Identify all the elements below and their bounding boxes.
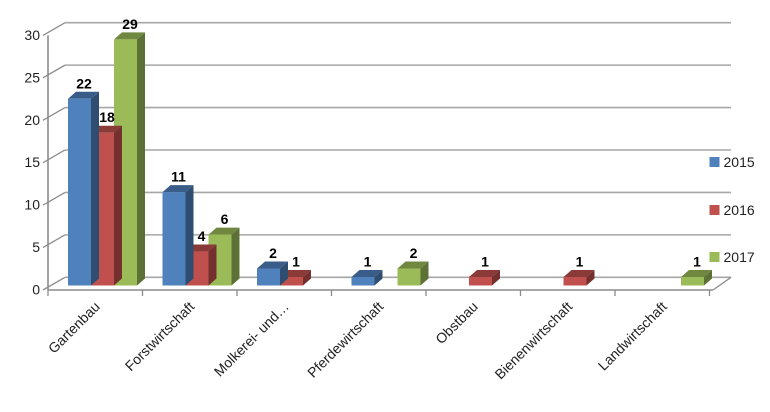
y-tick-label: 15 — [24, 154, 40, 170]
legend-swatch-2015 — [709, 157, 720, 167]
category-label: Obstbau — [432, 298, 481, 347]
bar-top-2017 — [208, 227, 240, 235]
bar-top-2015 — [351, 270, 383, 278]
bar-2017-Pferdewirtschaft — [397, 268, 421, 286]
bar-side-2015 — [185, 185, 194, 286]
bar-top-2015 — [68, 91, 99, 99]
legend-label-2015: 2015 — [724, 154, 755, 170]
bar-2015-Forstwirtschaft — [162, 192, 186, 286]
bar-side-2015 — [280, 261, 288, 286]
category-label: Pferdewirtschaft — [304, 298, 386, 380]
bar-2015-Gartenbau — [68, 98, 91, 286]
bar-top-2016 — [469, 270, 500, 278]
bar-value-label: 2 — [269, 245, 277, 261]
y-tick-label: 5 — [32, 239, 40, 255]
y-tick-connector — [42, 22, 66, 36]
bar-side-2017 — [420, 261, 429, 286]
category-label: Bienenwirtschaft — [491, 298, 575, 382]
y-tick-label: 10 — [24, 197, 40, 213]
bar-value-label: 22 — [76, 75, 92, 91]
legend-swatch-2017 — [709, 252, 720, 262]
bar-side-2015 — [374, 270, 383, 286]
bar-2015-Pferdewirtschaft — [351, 277, 375, 286]
y-tick-connector — [42, 149, 66, 164]
y-tick-label: 20 — [24, 112, 40, 128]
bar-value-label: 18 — [99, 109, 115, 125]
bar-2017-Landwirtschaft — [681, 277, 704, 286]
y-tick-label: 30 — [24, 27, 40, 43]
bar-value-label: 1 — [481, 254, 489, 270]
bar-value-label: 2 — [410, 245, 418, 261]
y-tick-connector — [42, 276, 66, 291]
bar-2016-Obstbau — [469, 277, 492, 286]
category-label: Forstwirtschaft — [122, 298, 198, 374]
y-tick-connector — [42, 106, 66, 121]
bar-top-2017 — [681, 270, 712, 278]
bar-value-label: 1 — [576, 254, 584, 270]
bar-2016-Molkerei- und… — [280, 277, 303, 286]
bar-side-2016 — [114, 125, 122, 286]
bar-value-label: 29 — [122, 16, 138, 32]
bar-value-label: 6 — [221, 211, 229, 227]
bar-value-label: 1 — [364, 254, 372, 270]
bar-value-label: 1 — [292, 254, 300, 270]
bar-top-2017 — [397, 261, 429, 269]
bar-top-2016 — [563, 270, 595, 278]
bar-value-label: 4 — [198, 228, 206, 244]
floor-right-edge — [712, 276, 732, 291]
bar-value-label: 11 — [171, 169, 186, 185]
y-tick-label: 25 — [24, 69, 40, 85]
bar-2015-Molkerei- und… — [257, 268, 280, 286]
legend-label-2017: 2017 — [724, 249, 755, 265]
legend-label-2016: 2016 — [724, 202, 755, 218]
category-label: Landwirtschaft — [595, 298, 670, 373]
bar-side-2016 — [492, 270, 500, 286]
category-label: Gartenbau — [45, 298, 103, 356]
bar-2016-Bienenwirtschaft — [563, 277, 587, 286]
category-label: Molkerei- und… — [211, 298, 292, 379]
legend-swatch-2016 — [709, 205, 720, 215]
bar-side-2016 — [303, 270, 311, 286]
bar-side-2015 — [91, 91, 99, 286]
bar-value-label: 1 — [693, 254, 701, 270]
bar-top-2015 — [162, 185, 194, 193]
bar-top-2015 — [257, 261, 288, 269]
y-tick-connector — [42, 234, 66, 249]
bar-side-2017 — [137, 32, 145, 286]
bar-side-2017 — [231, 227, 240, 286]
bar-side-2016 — [586, 270, 595, 286]
y-tick-connector — [42, 191, 66, 206]
bar-side-2016 — [208, 244, 217, 286]
y-tick-connector — [42, 64, 66, 79]
bar-side-2017 — [704, 270, 712, 286]
y-tick-label: 0 — [32, 282, 40, 298]
bar-top-2017 — [114, 32, 145, 40]
